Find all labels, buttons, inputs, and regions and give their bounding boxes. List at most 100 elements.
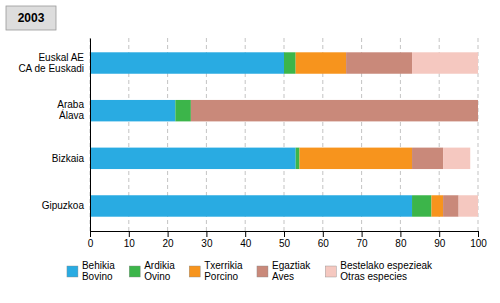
tick-mark [439, 231, 440, 237]
tick: 50 [279, 231, 291, 249]
bar [90, 148, 296, 169]
tick-mark [245, 231, 246, 237]
tick: 60 [318, 231, 330, 249]
legend-label: EgaztiakAves [272, 260, 311, 282]
tick-mark [90, 231, 91, 237]
legend-item: ArdikiaOvino [129, 260, 175, 282]
tick: Bizkaia [52, 153, 90, 164]
tick-label: Euskal AECA de Euskadi [18, 52, 84, 74]
bar [412, 195, 431, 216]
bar [431, 195, 443, 216]
tick-label: 30 [201, 238, 213, 249]
legend-item: TxerrikiaPorcino [189, 260, 243, 282]
grid [90, 38, 478, 231]
grid-line [90, 38, 91, 231]
tick: 30 [201, 231, 213, 249]
legend-item: Bestelako espezieakOtras especies [325, 260, 433, 282]
title-background [6, 6, 56, 30]
text-line: Porcino [204, 271, 238, 282]
bar [300, 148, 413, 169]
tick-label: 50 [279, 238, 291, 249]
tick-label: 90 [434, 238, 446, 249]
bar [90, 100, 175, 121]
series [90, 52, 412, 216]
bar [412, 148, 443, 169]
tick: 100 [470, 231, 487, 249]
tick-mark [206, 231, 207, 237]
bar [443, 148, 470, 169]
legend-swatch [257, 266, 268, 277]
legend: BehikiaBovino ArdikiaOvino TxerrikiaPorcin… [67, 260, 433, 282]
tick-label: 0 [88, 238, 94, 249]
series [175, 52, 431, 216]
axis-line [90, 39, 91, 232]
y-axis: Euskal AECA de Euskadi ArabaÁlava Bizkaia G… [18, 39, 90, 232]
legend-swatch [67, 266, 78, 277]
tick-label: 10 [124, 238, 136, 249]
bar [191, 100, 478, 121]
tick: 0 [88, 231, 94, 249]
tick: 80 [395, 231, 407, 249]
tick-mark [478, 231, 479, 237]
text-line: CA de Euskadi [18, 63, 84, 74]
tick-label: 40 [240, 238, 252, 249]
tick-label: ArabaÁlava [57, 99, 84, 121]
legend-label: ArdikiaOvino [144, 260, 175, 282]
tick: 90 [434, 231, 446, 249]
x-axis: 0 10 20 30 40 50 60 70 80 90 100 [88, 231, 488, 249]
tick: Euskal AECA de Euskadi [18, 52, 90, 74]
text-line: Txerrikia [204, 260, 243, 271]
text-line: Gipuzkoa [42, 200, 85, 211]
tick-label: 60 [318, 238, 330, 249]
tick-label: Gipuzkoa [42, 200, 85, 211]
bar [443, 195, 459, 216]
legend-swatch [129, 266, 140, 277]
series [412, 52, 478, 216]
legend-item: EgaztiakAves [257, 260, 311, 282]
tick-label: 100 [470, 238, 487, 249]
bar [346, 52, 412, 73]
tick-mark [284, 231, 285, 237]
text-line: Bestelako espezieak [340, 260, 433, 271]
bar [296, 52, 346, 73]
bar [175, 100, 191, 121]
text-line: Otras especies [340, 271, 407, 282]
tick-mark [323, 231, 324, 237]
legend-item: BehikiaBovino [67, 260, 115, 282]
series [296, 52, 443, 216]
text-line: Bovino [82, 271, 113, 282]
bar [412, 52, 478, 73]
tick-label: 20 [163, 238, 175, 249]
bars [90, 52, 478, 216]
tick: ArabaÁlava [57, 99, 90, 121]
bar [296, 148, 300, 169]
text-line: Araba [57, 99, 84, 110]
legend-swatch [325, 266, 336, 277]
bar [90, 195, 412, 216]
text-line: Ardikia [144, 260, 175, 271]
tick-label: Bizkaia [52, 153, 85, 164]
title: 2003 [18, 11, 45, 25]
legend-swatch [189, 266, 200, 277]
tick: 10 [124, 231, 136, 249]
bar [459, 195, 478, 216]
text-line: Euskal AE [38, 52, 84, 63]
tick: 40 [240, 231, 252, 249]
tick-label: 70 [357, 238, 369, 249]
bar [90, 52, 284, 73]
tick-mark [400, 231, 401, 237]
legend-label: BehikiaBovino [82, 260, 115, 282]
legend-label: TxerrikiaPorcino [204, 260, 243, 282]
title-box: 2003 [6, 6, 56, 30]
series [191, 52, 478, 216]
tick-mark [129, 231, 130, 237]
text-line: Egaztiak [272, 260, 311, 271]
legend-label: Bestelako espezieakOtras especies [340, 260, 433, 282]
tick: Gipuzkoa [42, 200, 90, 211]
tick-mark [168, 231, 169, 237]
tick-label: 80 [395, 238, 407, 249]
tick: 70 [357, 231, 369, 249]
chart: 2003 0 10 20 30 40 50 60 70 80 90 100 Euskal AECA de… [0, 0, 500, 303]
text-line: Behikia [82, 260, 115, 271]
bar [284, 52, 296, 73]
